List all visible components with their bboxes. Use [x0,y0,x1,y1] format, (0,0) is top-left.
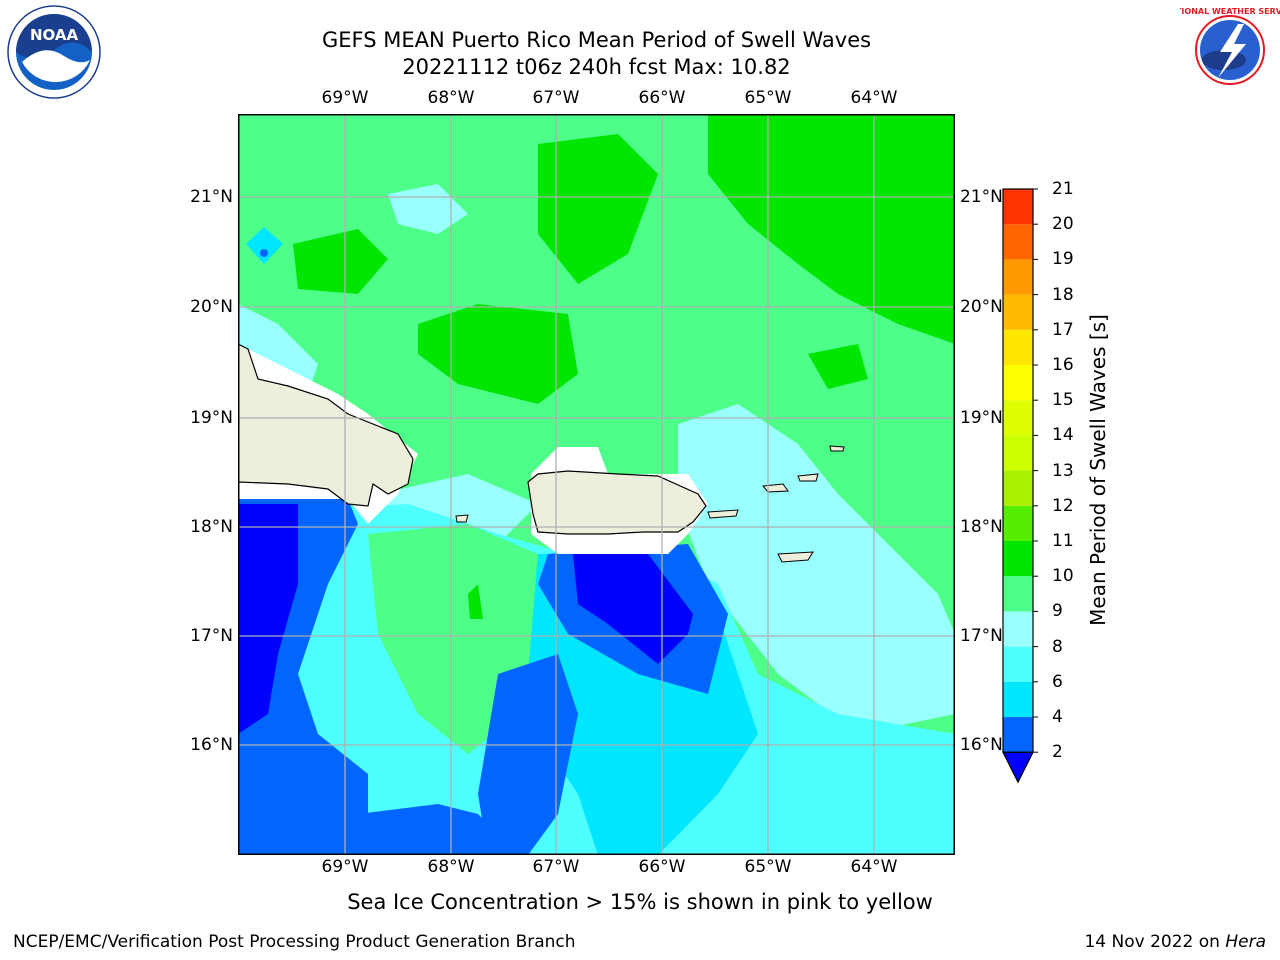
swell-patch-n [538,134,658,284]
swell-region-dark-w [238,504,298,734]
colorbar-segment [1003,329,1033,365]
colorbar-segment [1003,400,1033,436]
lat-tick-right: 21°N [960,187,1003,207]
lon-tick-top: 65°W [744,88,792,108]
lat-tick-left: 20°N [190,297,233,317]
colorbar-label: Mean Period of Swell Waves [s] [1086,314,1110,626]
lon-tick-top: 64°W [850,88,898,108]
colorbar-segment [1003,541,1033,577]
sea-ice-note: Sea Ice Concentration > 15% is shown in … [347,890,933,914]
colorbar-tick-label: 12 [1052,495,1074,516]
lat-tick-right: 18°N [960,517,1003,537]
land-mona [455,514,469,523]
lon-tick-bottom: 66°W [638,857,686,877]
colorbar-segment [1003,259,1033,295]
colorbar-tick-label: 9 [1052,601,1063,622]
lon-tick-top: 69°W [321,88,369,108]
colorbar-segment [1003,470,1033,506]
colorbar-segment [1003,681,1033,717]
lat-tick-right: 20°N [960,297,1003,317]
lon-tick-bottom: 65°W [744,857,792,877]
swell-patch-ne [708,114,955,344]
lon-tick-bottom: 69°W [321,857,369,877]
lat-tick-left: 21°N [190,187,233,207]
land-hispaniola [238,343,414,507]
colorbar-tick-label: 17 [1052,319,1074,340]
colorbar-tick-label: 18 [1052,284,1074,305]
map-title: GEFS MEAN Puerto Rico Mean Period of Swe… [321,28,872,52]
colorbar-segment [1003,435,1033,471]
swell-patch-e [808,344,868,389]
swell-patch-green-s2 [418,574,508,674]
lat-tick-right: 16°N [960,735,1003,755]
colorbar-tick-label: 6 [1052,671,1063,692]
lat-tick-left: 16°N [190,735,233,755]
swell-patch-green-s3 [468,584,483,619]
swell-patch-w [293,229,388,294]
colorbar [1002,188,1038,784]
colorbar-tick-label: 21 [1052,179,1074,199]
lon-tick-bottom: 64°W [850,857,898,877]
colorbar-tick-label: 4 [1052,707,1063,727]
footer-branch: NCEP/EMC/Verification Post Processing Pr… [13,932,576,952]
lat-tick-right: 19°N [960,408,1003,428]
colorbar-tick-label: 16 [1052,355,1074,375]
colorbar-segment [1003,646,1033,682]
footer-date: 14 Nov 2022 on Hera [1084,932,1266,952]
land-virgin-islands [762,483,789,493]
land-virgin-islands-2 [797,473,819,482]
map-subtitle: 20221112 t06z 240h fcst Max: 10.82 [402,55,791,79]
lon-tick-top: 66°W [638,88,686,108]
colorbar-segment [1003,224,1033,260]
swell-region-blue-sw [358,804,518,855]
land-st-croix [777,551,814,563]
map-frame [238,114,955,855]
colorbar-tick-label: 14 [1052,425,1074,446]
swell-spot-nw [246,227,283,264]
colorbar-segment [1003,189,1033,225]
footer-date-text: 14 Nov 2022 on [1084,932,1226,952]
lat-tick-left: 19°N [190,408,233,428]
colorbar-tick-label: 10 [1052,566,1074,587]
lat-tick-right: 17°N [960,626,1003,646]
colorbar-tick-label: 2 [1052,742,1063,763]
nws-logo-icon: NATIONAL WEATHER SERVICE [1180,4,1280,96]
swell-spot-nw-core [260,249,268,257]
colorbar-tick-label: 13 [1052,460,1074,481]
lat-tick-left: 18°N [190,517,233,537]
colorbar-tick-label: 15 [1052,390,1074,411]
swell-patch-lc3 [678,404,955,734]
map-plot [238,114,955,855]
colorbar-tick-label: 8 [1052,636,1063,657]
land-vieques [707,509,739,519]
colorbar-tick-label: 20 [1052,214,1074,235]
lon-tick-top: 67°W [532,88,580,108]
colorbar-segment [1003,365,1033,401]
land-anegada [829,445,845,452]
swell-patch-c [418,304,578,404]
colorbar-tick-label: 11 [1052,531,1074,551]
colorbar-segment [1003,717,1033,753]
colorbar-segment [1003,611,1033,647]
noaa-logo-text: NOAA [30,26,79,44]
colorbar-segment [1003,294,1033,330]
colorbar-tick-label: 19 [1052,249,1074,270]
map-gridlines [238,114,955,855]
footer-host: Hera [1225,932,1266,952]
lon-tick-bottom: 68°W [427,857,475,877]
nws-logo-text: NATIONAL WEATHER SERVICE [1180,7,1280,16]
swell-region-blue-s [478,654,578,855]
lon-tick-bottom: 67°W [532,857,580,877]
colorbar-segment [1003,505,1033,541]
lat-tick-left: 17°N [190,626,233,646]
colorbar-extend-arrow [1002,751,1034,784]
colorbar-segment [1003,576,1033,612]
noaa-logo-icon: NOAA [7,5,101,99]
lon-tick-top: 68°W [427,88,475,108]
